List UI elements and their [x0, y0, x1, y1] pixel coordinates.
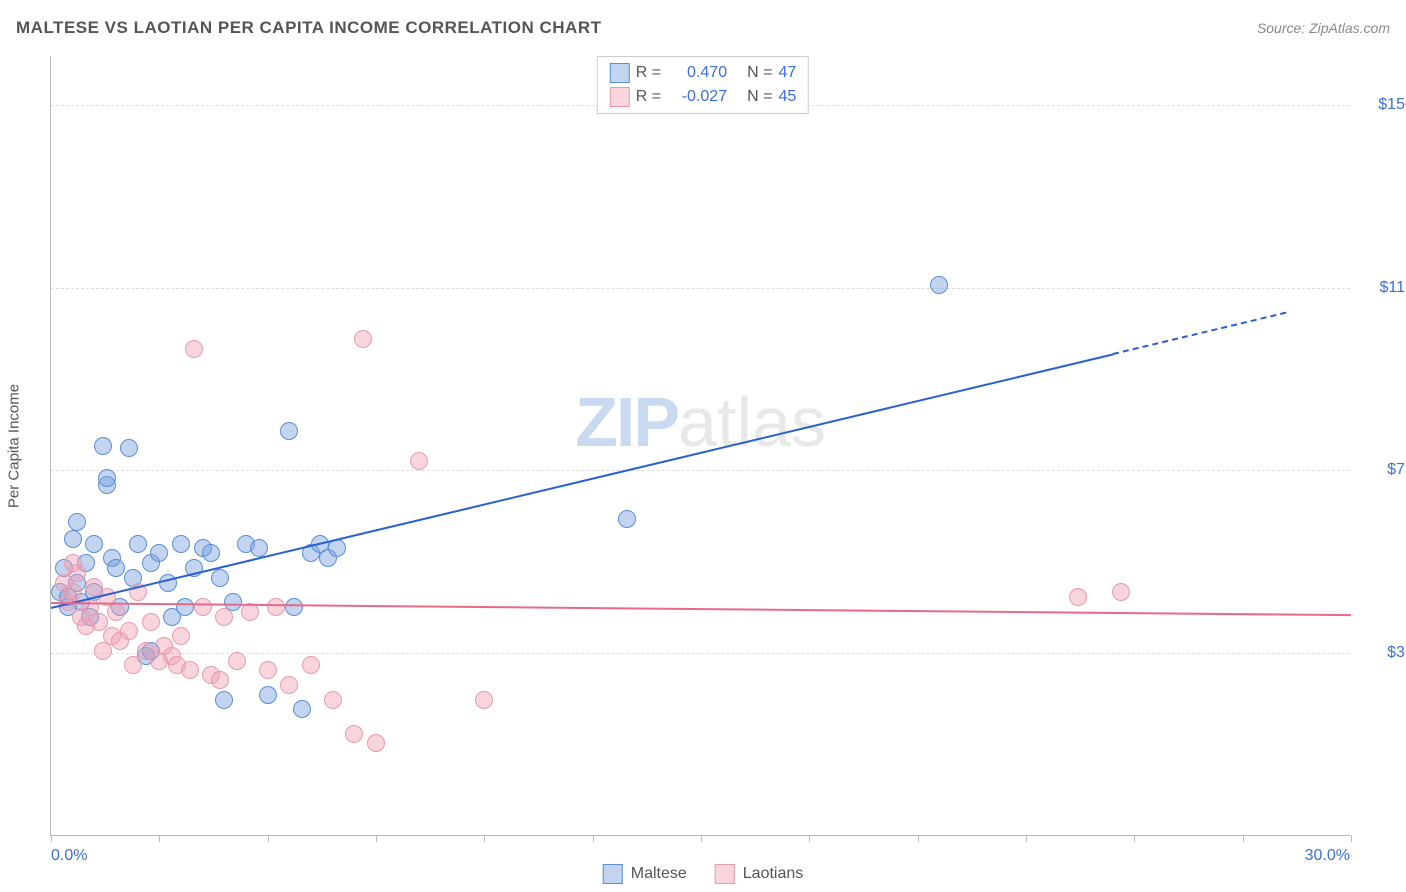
- title-bar: MALTESE VS LAOTIAN PER CAPITA INCOME COR…: [16, 18, 1390, 38]
- n-label: N =: [747, 88, 772, 106]
- x-tick: [484, 835, 485, 842]
- x-tick: [809, 835, 810, 842]
- r-label: R =: [636, 88, 661, 106]
- x-tick: [918, 835, 919, 842]
- data-point: [293, 700, 311, 718]
- data-point: [124, 656, 142, 674]
- data-point: [345, 725, 363, 743]
- watermark-zip: ZIP: [575, 383, 678, 461]
- data-point: [94, 437, 112, 455]
- watermark: ZIPatlas: [575, 382, 826, 462]
- legend-swatch: [610, 87, 630, 107]
- data-point: [142, 613, 160, 631]
- data-point: [302, 656, 320, 674]
- y-axis-title: Per Capita Income: [6, 384, 23, 508]
- data-point: [202, 544, 220, 562]
- x-tick: [1351, 835, 1352, 842]
- data-point: [107, 603, 125, 621]
- y-tick-label: $112,500: [1355, 279, 1406, 297]
- data-point: [215, 608, 233, 626]
- y-tick-label: $75,000: [1355, 461, 1406, 479]
- x-min-label: 0.0%: [51, 847, 87, 865]
- data-point: [120, 622, 138, 640]
- legend-swatch: [610, 63, 630, 83]
- data-point: [930, 276, 948, 294]
- data-point: [475, 691, 493, 709]
- data-point: [618, 510, 636, 528]
- data-point: [64, 583, 82, 601]
- r-value: -0.027: [667, 88, 727, 106]
- legend-stat-row: R = 0.470 N = 47: [610, 61, 796, 85]
- x-tick: [268, 835, 269, 842]
- data-point: [280, 676, 298, 694]
- grid-line: [51, 288, 1350, 289]
- data-point: [267, 598, 285, 616]
- data-point: [64, 530, 82, 548]
- trend-line: [51, 353, 1113, 608]
- data-point: [194, 598, 212, 616]
- n-value: 45: [778, 88, 796, 106]
- x-tick: [159, 835, 160, 842]
- y-tick-label: $150,000: [1355, 96, 1406, 114]
- data-point: [98, 469, 116, 487]
- legend-label: Laotians: [743, 865, 804, 883]
- n-label: N =: [747, 64, 772, 82]
- data-point: [354, 330, 372, 348]
- data-point: [280, 422, 298, 440]
- data-point: [410, 452, 428, 470]
- data-point: [228, 652, 246, 670]
- data-point: [176, 598, 194, 616]
- watermark-atlas: atlas: [678, 383, 826, 461]
- data-point: [324, 691, 342, 709]
- chart-title: MALTESE VS LAOTIAN PER CAPITA INCOME COR…: [16, 18, 601, 38]
- legend-top: R = 0.470 N = 47 R = -0.027 N = 45: [597, 56, 809, 114]
- plot-area: ZIPatlas $37,500$75,000$112,500$150,0000…: [50, 56, 1350, 836]
- legend-item: Laotians: [715, 864, 804, 884]
- chart-container: MALTESE VS LAOTIAN PER CAPITA INCOME COR…: [0, 0, 1406, 892]
- trend-line: [1112, 312, 1286, 355]
- legend-swatch: [715, 864, 735, 884]
- data-point: [68, 513, 86, 531]
- data-point: [211, 569, 229, 587]
- x-tick: [1134, 835, 1135, 842]
- data-point: [259, 661, 277, 679]
- x-tick: [376, 835, 377, 842]
- x-tick: [701, 835, 702, 842]
- data-point: [215, 691, 233, 709]
- data-point: [129, 535, 147, 553]
- data-point: [107, 559, 125, 577]
- data-point: [150, 544, 168, 562]
- legend-item: Maltese: [603, 864, 687, 884]
- data-point: [64, 554, 82, 572]
- source-label: Source: ZipAtlas.com: [1257, 20, 1390, 36]
- data-point: [1112, 583, 1130, 601]
- data-point: [172, 627, 190, 645]
- x-tick: [51, 835, 52, 842]
- data-point: [285, 598, 303, 616]
- x-tick: [1243, 835, 1244, 842]
- r-value: 0.470: [667, 64, 727, 82]
- data-point: [367, 734, 385, 752]
- legend-swatch: [603, 864, 623, 884]
- r-label: R =: [636, 64, 661, 82]
- legend-bottom: Maltese Laotians: [603, 864, 804, 884]
- x-tick: [1026, 835, 1027, 842]
- data-point: [172, 535, 190, 553]
- x-max-label: 30.0%: [1305, 847, 1350, 865]
- legend-label: Maltese: [631, 865, 687, 883]
- data-point: [85, 535, 103, 553]
- data-point: [120, 439, 138, 457]
- data-point: [90, 613, 108, 631]
- y-tick-label: $37,500: [1355, 644, 1406, 662]
- data-point: [1069, 588, 1087, 606]
- x-tick: [593, 835, 594, 842]
- data-point: [185, 340, 203, 358]
- data-point: [211, 671, 229, 689]
- legend-stat-row: R = -0.027 N = 45: [610, 85, 796, 109]
- grid-line: [51, 470, 1350, 471]
- data-point: [259, 686, 277, 704]
- grid-line: [51, 653, 1350, 654]
- n-value: 47: [778, 64, 796, 82]
- data-point: [181, 661, 199, 679]
